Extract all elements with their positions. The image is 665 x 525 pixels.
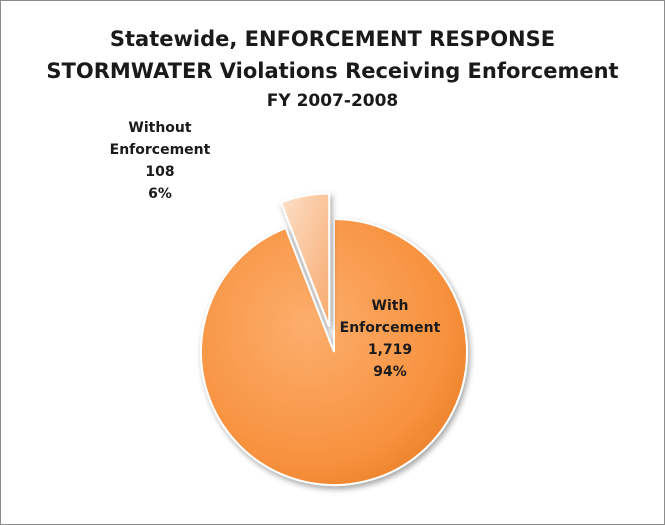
slice-label-2: Without Enforcement 108 6%: [110, 120, 211, 202]
pie-slice-1: [200, 217, 468, 486]
slice-percent-label: 94%: [373, 364, 407, 380]
slice-label-1: With Enforcement 1,719 94%: [340, 298, 441, 380]
chart-period: FY 2007-2008: [266, 91, 399, 111]
chart-title: Statewide, ENFORCEMENT RESPONSE: [109, 27, 556, 51]
chart-title-block: Statewide, ENFORCEMENT RESPONSE STORMWAT…: [1, 23, 664, 115]
slice-value-label: 1,719: [368, 342, 412, 358]
slice-label-text: Enforcement: [110, 142, 211, 158]
slice-label-text: Without: [128, 120, 191, 136]
slice-label-text: With: [372, 298, 409, 314]
slice-percent-label: 6%: [148, 186, 172, 202]
slice-value-label: 108: [145, 164, 174, 180]
pie-slice-2: [279, 192, 331, 327]
chart-subtitle: STORMWATER Violations Receiving Enforcem…: [46, 59, 619, 83]
slice-label-text: Enforcement: [340, 320, 441, 336]
